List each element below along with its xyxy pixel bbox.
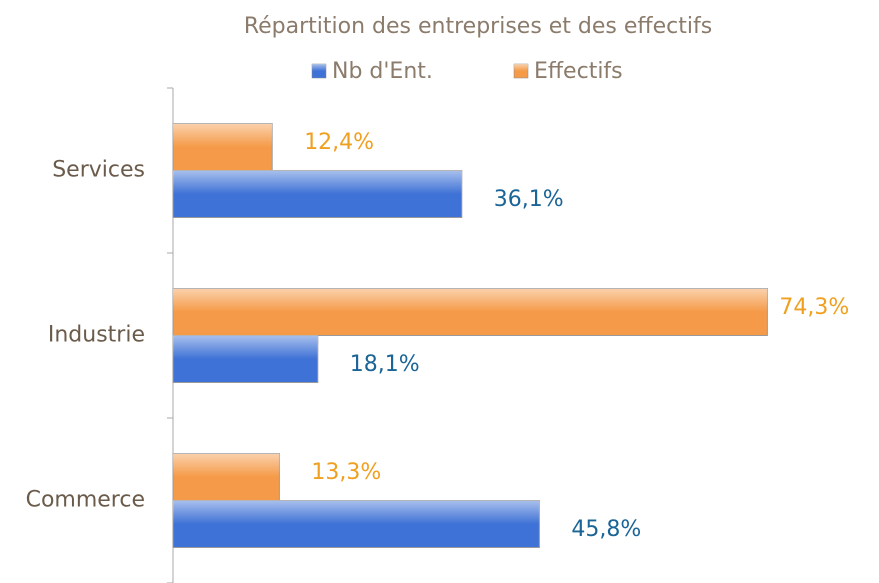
- bar-shine: [173, 288, 768, 312]
- value-label: 45,8%: [571, 517, 641, 542]
- y-tick-label: Services: [52, 158, 145, 183]
- y-tick-label: Commerce: [26, 488, 145, 513]
- y-tick-label: Industrie: [48, 323, 145, 348]
- value-label: 13,3%: [311, 460, 381, 485]
- value-label: 12,4%: [304, 130, 374, 155]
- bar-shine: [173, 335, 318, 359]
- value-label: 18,1%: [350, 352, 420, 377]
- bar-shine: [173, 170, 462, 194]
- value-label: 36,1%: [494, 187, 564, 212]
- legend-label: Effectifs: [534, 59, 623, 84]
- bar-shine: [173, 123, 273, 147]
- legend-swatch-shine: [514, 64, 528, 71]
- bar-shine: [173, 453, 280, 477]
- legend-swatch-shine: [312, 64, 326, 71]
- legend-label: Nb d'Ent.: [332, 59, 433, 84]
- bar-shine: [173, 500, 540, 524]
- chart-title: Répartition des entreprises et des effec…: [244, 14, 712, 39]
- value-label: 74,3%: [779, 295, 849, 320]
